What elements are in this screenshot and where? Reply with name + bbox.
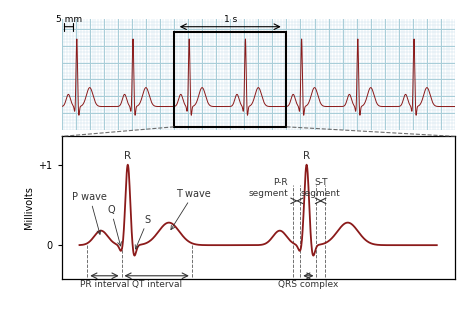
Y-axis label: Millivolts: Millivolts <box>24 186 34 229</box>
Text: R: R <box>303 151 310 162</box>
Text: R: R <box>124 151 131 162</box>
Text: P wave: P wave <box>73 192 107 234</box>
Text: S-T
segment: S-T segment <box>301 178 340 198</box>
Bar <box>174 32 286 127</box>
Text: T wave: T wave <box>171 189 211 230</box>
Text: 1 s: 1 s <box>224 15 237 24</box>
Text: S: S <box>135 215 151 249</box>
Text: QT interval: QT interval <box>132 280 182 289</box>
Text: Q: Q <box>107 205 121 246</box>
Text: QRS complex: QRS complex <box>278 280 338 289</box>
Text: 5 mm: 5 mm <box>55 15 82 24</box>
Text: P-R
segment: P-R segment <box>248 178 288 198</box>
Text: PR interval: PR interval <box>80 280 129 289</box>
